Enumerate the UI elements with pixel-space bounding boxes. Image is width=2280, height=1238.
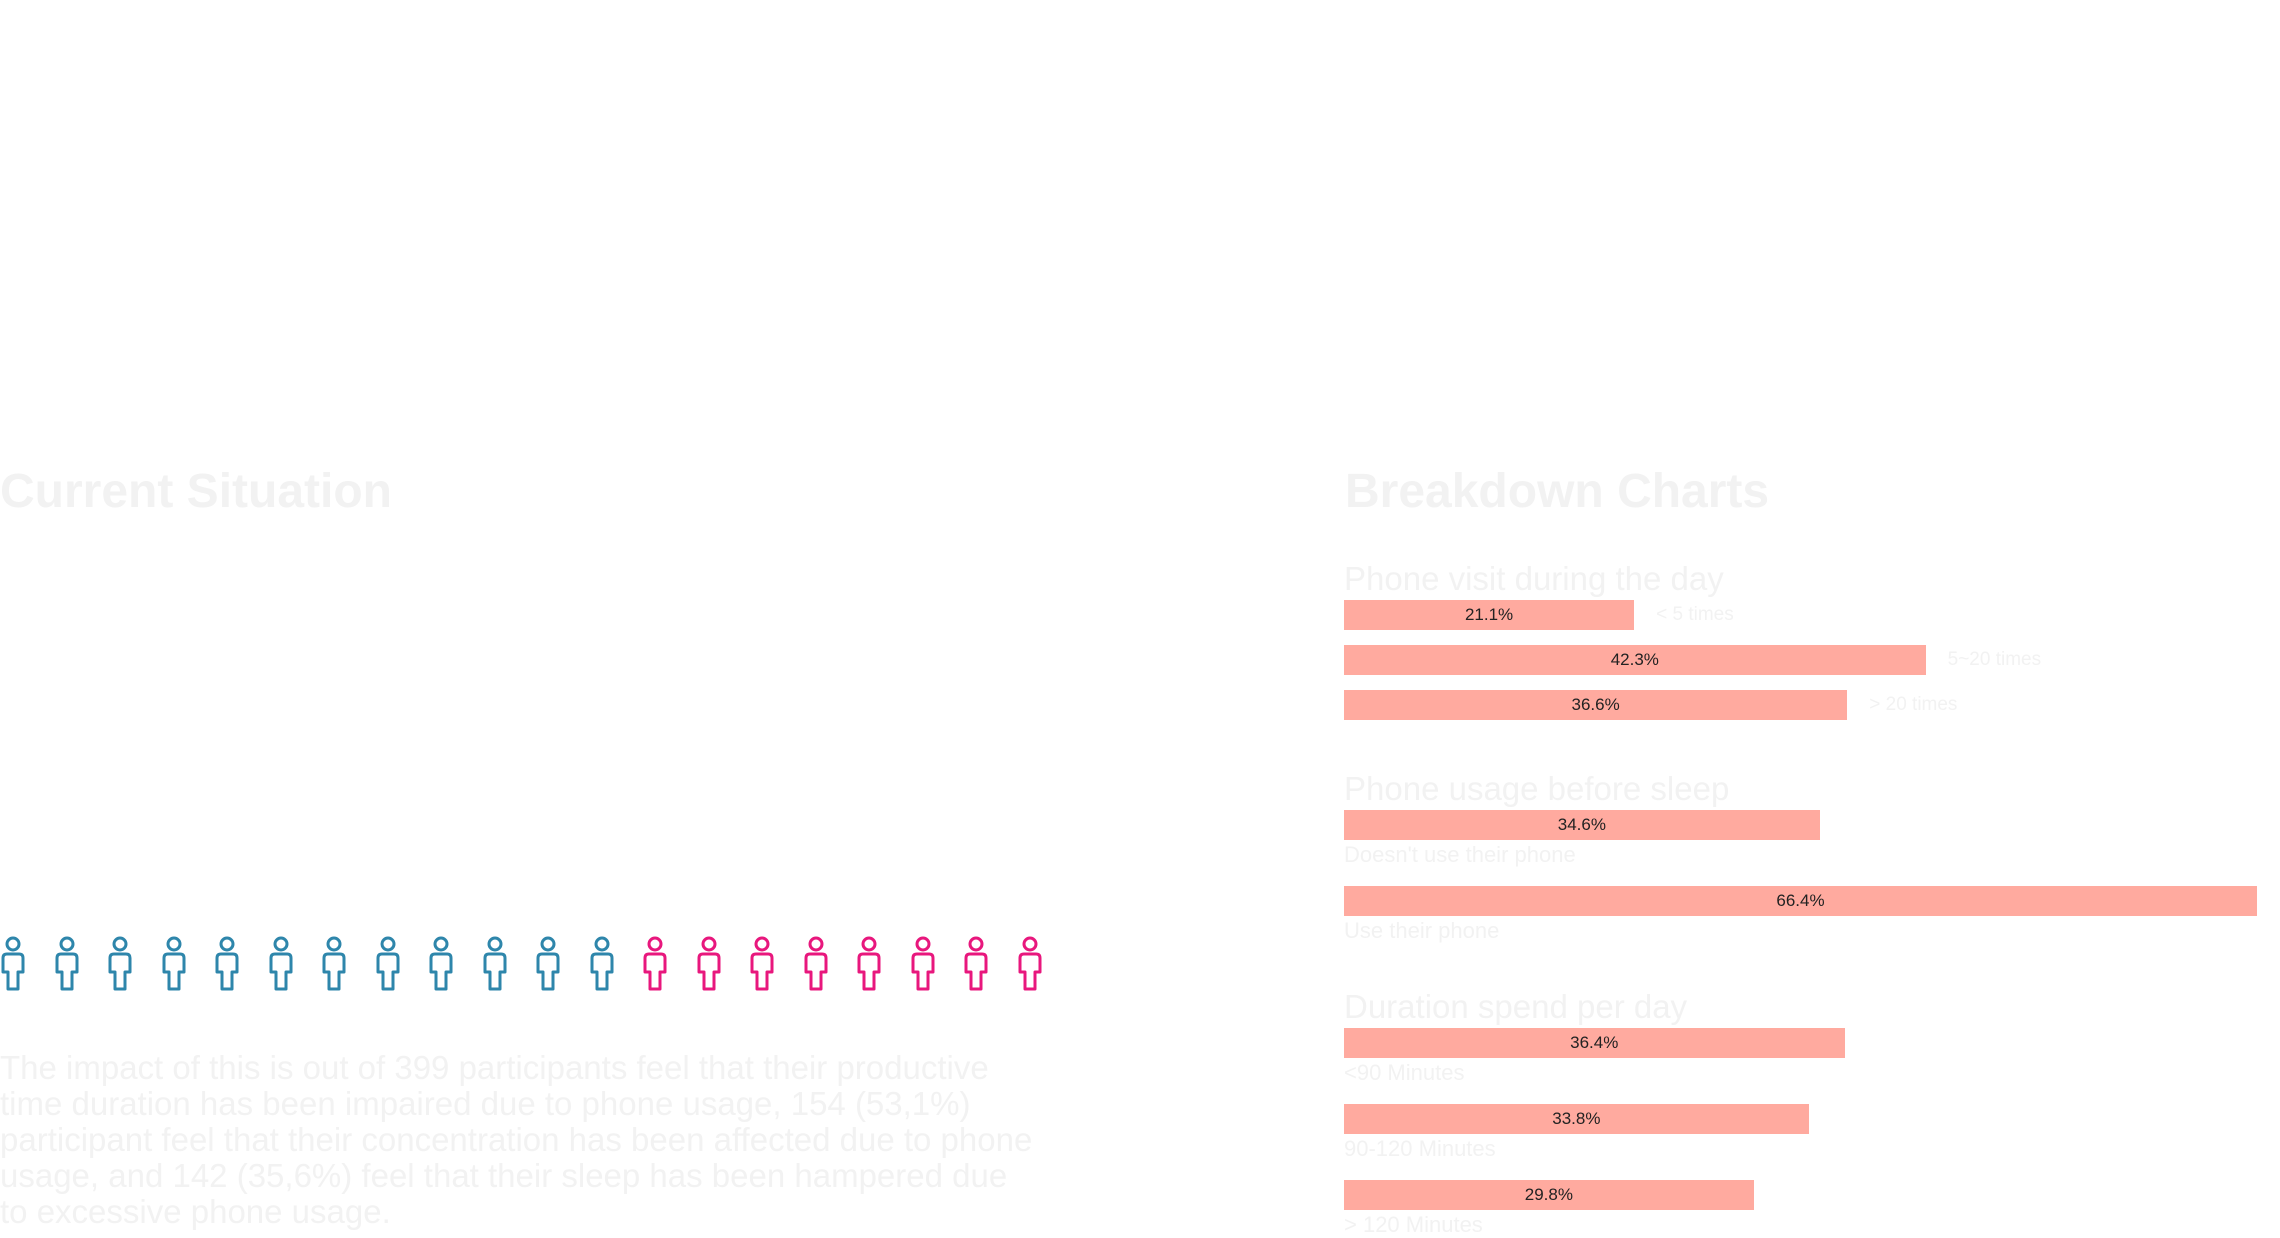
category-label: <90 Minutes — [1344, 1060, 1465, 1085]
person-icon-blue — [321, 936, 347, 992]
bar: 42.3% — [1344, 645, 1926, 675]
bar: 66.4% — [1344, 886, 2257, 916]
person-icon-blue — [428, 936, 454, 992]
chart-title: Duration spend per day — [1344, 988, 1688, 1025]
person-icon-blue — [54, 936, 80, 992]
person-icon-pink — [642, 936, 668, 992]
bar: 36.4% — [1344, 1028, 1845, 1058]
category-label: 90-120 Minutes — [1344, 1136, 1496, 1161]
person-icon-pink — [749, 936, 775, 992]
person-icon-blue — [214, 936, 240, 992]
bar-value-label: 21.1% — [1464, 605, 1514, 624]
person-icon-blue — [268, 936, 294, 992]
breakdown-charts-title: Breakdown Charts — [1345, 465, 1770, 518]
person-icon-blue — [375, 936, 401, 992]
bar-value-label: 42.3% — [1610, 650, 1659, 669]
category-label: > 20 times — [1869, 694, 1958, 715]
person-icon-pink — [963, 936, 989, 992]
bar-value-label: 66.4% — [1776, 891, 1825, 910]
person-icon-blue — [535, 936, 561, 992]
person-icon-blue — [482, 936, 508, 992]
chart-title: Phone visit during the day — [1344, 560, 1724, 597]
bar: 29.8% — [1344, 1180, 1754, 1210]
person-icon-pink — [803, 936, 829, 992]
category-label: 5~20 times — [1947, 649, 2042, 670]
bar-value-label: 33.8% — [1552, 1109, 1601, 1128]
bar-value-label: 36.4% — [1570, 1033, 1619, 1052]
chart-title: Phone usage before sleep — [1344, 770, 1730, 807]
person-icon-blue — [589, 936, 615, 992]
person-icon-pink — [910, 936, 936, 992]
impact-description: The impact of this is out of 399 partici… — [0, 1049, 1033, 1230]
category-label: > 120 Minutes — [1344, 1212, 1483, 1237]
person-icon-blue — [0, 936, 26, 992]
person-icon-blue — [161, 936, 187, 992]
person-icon-pink — [856, 936, 882, 992]
bar-value-label: 36.6% — [1571, 695, 1620, 714]
bar-value-label: 34.6% — [1557, 815, 1606, 834]
participants-pictogram — [0, 936, 1060, 996]
bar: 33.8% — [1344, 1104, 1809, 1134]
person-icon-pink — [696, 936, 722, 992]
category-label: < 5 times — [1656, 604, 1734, 625]
category-label: Use their phone — [1344, 918, 1500, 943]
bar: 34.6% — [1344, 810, 1820, 840]
person-icon-blue — [107, 936, 133, 992]
current-situation-title: Current Situation — [0, 465, 392, 518]
category-label: Doesn't use their phone — [1344, 842, 1576, 867]
bar: 36.6% — [1344, 690, 1848, 720]
bar: 21.1% — [1344, 600, 1635, 630]
bar-value-label: 29.8% — [1524, 1185, 1573, 1204]
person-icon-pink — [1017, 936, 1043, 992]
